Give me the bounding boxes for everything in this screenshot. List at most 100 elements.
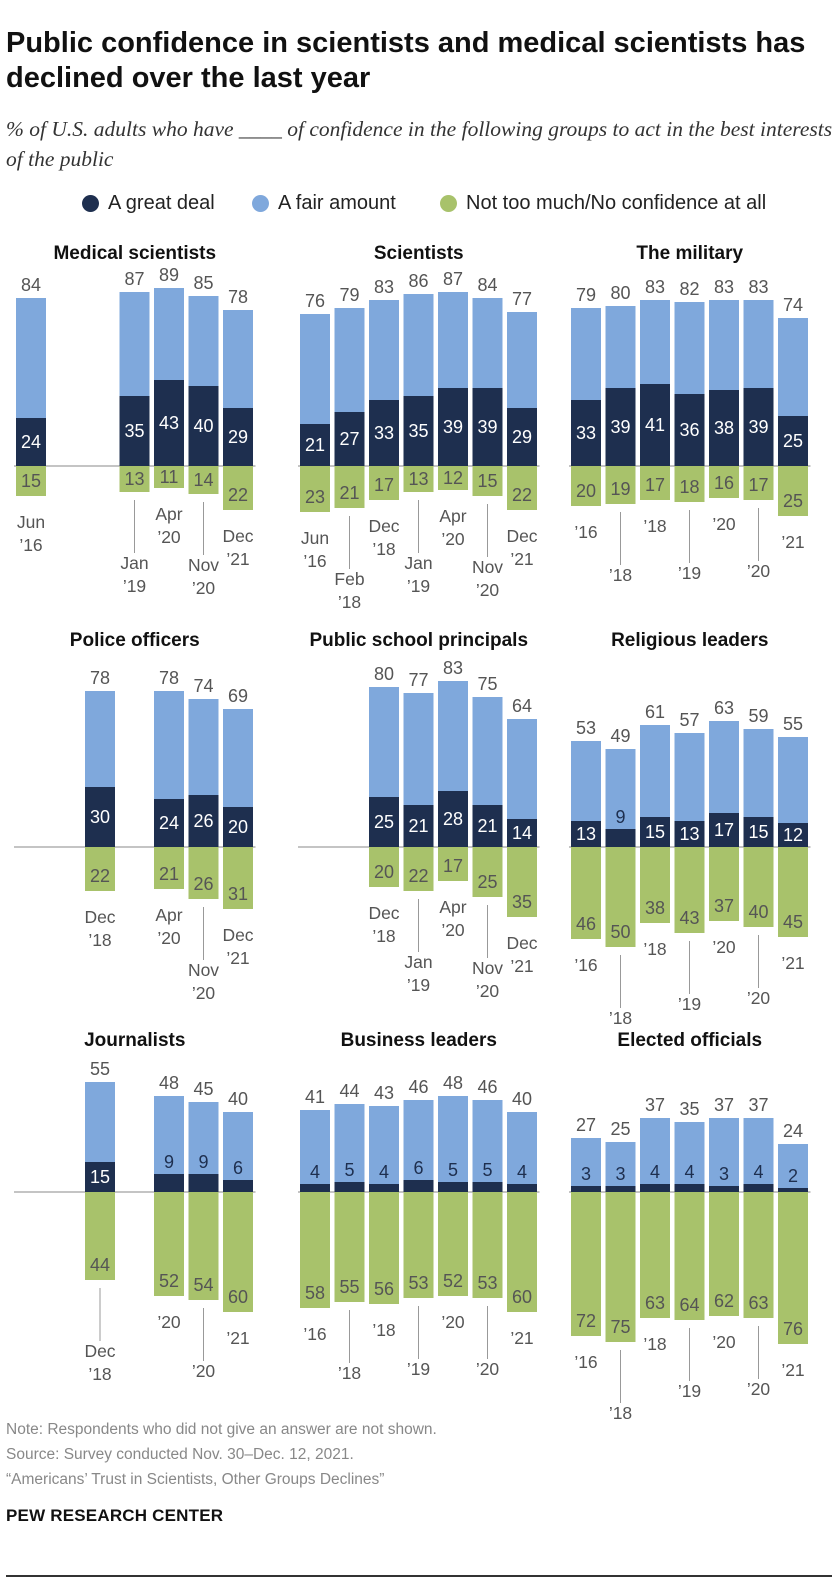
label-total-medical-scientists-2: 89 bbox=[159, 265, 179, 285]
x-tick-label-journalists-1: ’20 bbox=[157, 1312, 181, 1332]
x-tick-label-public-school-principals-0: Dec ’18 bbox=[368, 903, 399, 946]
bar-great-deal-public-school-principals-0 bbox=[369, 797, 399, 847]
x-tick-line: Dec bbox=[222, 526, 253, 546]
bar-not-too-much-police-officers-2 bbox=[188, 847, 219, 899]
x-tick-label-elected-officials-0: ’16 bbox=[574, 1352, 597, 1372]
label-great-deal-business-leaders-2: 4 bbox=[379, 1162, 389, 1182]
x-tick-label-police-officers-2: Nov ’20 bbox=[188, 960, 219, 1003]
label-great-deal-religious-leaders-5: 15 bbox=[748, 822, 768, 842]
label-total-elected-officials-2: 37 bbox=[645, 1095, 665, 1115]
panel-title-the-military: The military bbox=[636, 243, 743, 264]
bar-not-too-much-business-leaders-3 bbox=[403, 1192, 434, 1298]
label-not-too-much-business-leaders-4: 52 bbox=[443, 1271, 463, 1291]
x-tick-line: ’18 bbox=[609, 1008, 632, 1028]
bar-not-too-much-business-leaders-1 bbox=[334, 1192, 365, 1302]
bar-not-too-much-religious-leaders-6 bbox=[778, 847, 808, 937]
x-tick-line: ’21 bbox=[226, 1328, 249, 1348]
legend-swatch-great-deal bbox=[82, 194, 99, 212]
x-tick-label-elected-officials-4: ’20 bbox=[712, 1332, 736, 1352]
x-tick-line: ’18 bbox=[372, 539, 395, 559]
legend-label-great-deal: A great deal bbox=[108, 191, 215, 214]
label-great-deal-elected-officials-3: 4 bbox=[684, 1162, 694, 1182]
label-total-elected-officials-4: 37 bbox=[714, 1095, 734, 1115]
label-great-deal-journalists-0: 15 bbox=[90, 1167, 110, 1187]
label-not-too-much-business-leaders-0: 58 bbox=[305, 1283, 325, 1303]
x-tick-label-religious-leaders-3: ’19 bbox=[678, 994, 701, 1014]
bar-not-too-much-the-military-1 bbox=[605, 466, 636, 504]
bar-not-too-much-scientists-1 bbox=[334, 466, 365, 508]
label-not-too-much-journalists-3: 60 bbox=[228, 1287, 248, 1307]
x-tick-line: ’18 bbox=[338, 1363, 361, 1383]
bar-not-too-much-the-military-6 bbox=[778, 466, 808, 516]
x-tick-line: ’18 bbox=[643, 939, 666, 959]
label-great-deal-business-leaders-4: 5 bbox=[448, 1160, 458, 1180]
x-tick-line: Dec bbox=[368, 516, 399, 536]
x-tick-line: Jan bbox=[404, 952, 432, 972]
label-total-public-school-principals-2: 83 bbox=[443, 658, 463, 678]
label-not-too-much-public-school-principals-0: 20 bbox=[374, 862, 394, 882]
x-tick-line: Apr bbox=[155, 905, 182, 925]
label-not-too-much-the-military-3: 18 bbox=[679, 477, 699, 497]
x-tick-label-medical-scientists-4: Dec ’21 bbox=[222, 526, 253, 569]
label-total-scientists-1: 79 bbox=[339, 285, 359, 305]
bottom-divider bbox=[6, 1575, 832, 1577]
x-tick-line: ’20 bbox=[157, 1312, 181, 1332]
x-tick-label-the-military-2: ’18 bbox=[643, 516, 666, 536]
label-not-too-much-medical-scientists-2: 11 bbox=[160, 467, 179, 487]
bar-great-deal-business-leaders-4 bbox=[438, 1182, 468, 1192]
label-great-deal-elected-officials-5: 4 bbox=[753, 1162, 763, 1182]
label-total-scientists-2: 83 bbox=[374, 277, 394, 297]
label-not-too-much-police-officers-1: 21 bbox=[159, 864, 179, 884]
x-tick-label-scientists-5: Nov ’20 bbox=[472, 557, 503, 600]
x-tick-label-police-officers-0: Dec ’18 bbox=[84, 907, 115, 950]
label-great-deal-police-officers-1: 24 bbox=[159, 813, 179, 833]
bar-not-too-much-public-school-principals-3 bbox=[472, 847, 503, 897]
label-great-deal-scientists-5: 39 bbox=[477, 417, 497, 437]
x-tick-line: ’18 bbox=[372, 1320, 395, 1340]
bar-great-deal-medical-scientists-4 bbox=[223, 408, 253, 466]
label-not-too-much-medical-scientists-3: 14 bbox=[193, 470, 213, 490]
bar-great-deal-religious-leaders-4 bbox=[709, 813, 739, 847]
label-total-elected-officials-5: 37 bbox=[748, 1095, 768, 1115]
label-not-too-much-religious-leaders-3: 43 bbox=[679, 908, 699, 928]
label-great-deal-the-military-6: 25 bbox=[783, 431, 803, 451]
bar-great-deal-scientists-1 bbox=[334, 412, 365, 466]
bar-fair-amount-elected-officials-4 bbox=[709, 1118, 739, 1192]
label-great-deal-religious-leaders-3: 13 bbox=[679, 824, 699, 844]
x-tick-line: ’19 bbox=[678, 563, 701, 583]
x-tick-line: ’18 bbox=[338, 592, 361, 612]
x-tick-label-medical-scientists-3: Nov ’20 bbox=[188, 555, 219, 598]
x-tick-label-the-military-5: ’20 bbox=[747, 561, 771, 581]
x-tick-line: Apr bbox=[439, 506, 466, 526]
x-tick-line: Dec bbox=[222, 925, 253, 945]
bar-not-too-much-journalists-1 bbox=[154, 1192, 184, 1296]
bar-great-deal-medical-scientists-0 bbox=[16, 418, 46, 466]
x-tick-line: ’21 bbox=[510, 549, 533, 569]
label-great-deal-journalists-3: 6 bbox=[233, 1158, 243, 1178]
x-tick-label-elected-officials-6: ’21 bbox=[781, 1360, 804, 1380]
label-not-too-much-medical-scientists-1: 13 bbox=[124, 469, 144, 489]
panel-title-elected-officials: Elected officials bbox=[617, 1030, 762, 1051]
label-great-deal-medical-scientists-0: 24 bbox=[21, 432, 41, 452]
bar-not-too-much-scientists-2 bbox=[369, 466, 399, 500]
label-total-scientists-4: 87 bbox=[443, 269, 463, 289]
x-tick-label-religious-leaders-2: ’18 bbox=[643, 939, 666, 959]
label-total-the-military-2: 83 bbox=[645, 277, 665, 297]
label-great-deal-business-leaders-1: 5 bbox=[344, 1160, 354, 1180]
label-total-business-leaders-0: 41 bbox=[305, 1087, 325, 1107]
bar-great-deal-scientists-4 bbox=[438, 388, 468, 466]
label-great-deal-public-school-principals-1: 21 bbox=[408, 816, 428, 836]
label-great-deal-the-military-4: 38 bbox=[714, 418, 734, 438]
label-not-too-much-journalists-0: 44 bbox=[90, 1255, 110, 1275]
label-total-public-school-principals-1: 77 bbox=[408, 670, 428, 690]
x-tick-label-journalists-2: ’20 bbox=[192, 1361, 216, 1381]
label-great-deal-public-school-principals-2: 28 bbox=[443, 809, 463, 829]
x-tick-line: ’21 bbox=[510, 1328, 533, 1348]
chart-subtitle: % of U.S. adults who have ____ of confid… bbox=[6, 117, 833, 171]
bar-great-deal-business-leaders-5 bbox=[472, 1182, 503, 1192]
label-total-religious-leaders-6: 55 bbox=[783, 714, 803, 734]
bar-fair-amount-business-leaders-2 bbox=[369, 1106, 399, 1192]
label-great-deal-religious-leaders-4: 17 bbox=[714, 820, 734, 840]
x-tick-line: ’20 bbox=[441, 1312, 465, 1332]
